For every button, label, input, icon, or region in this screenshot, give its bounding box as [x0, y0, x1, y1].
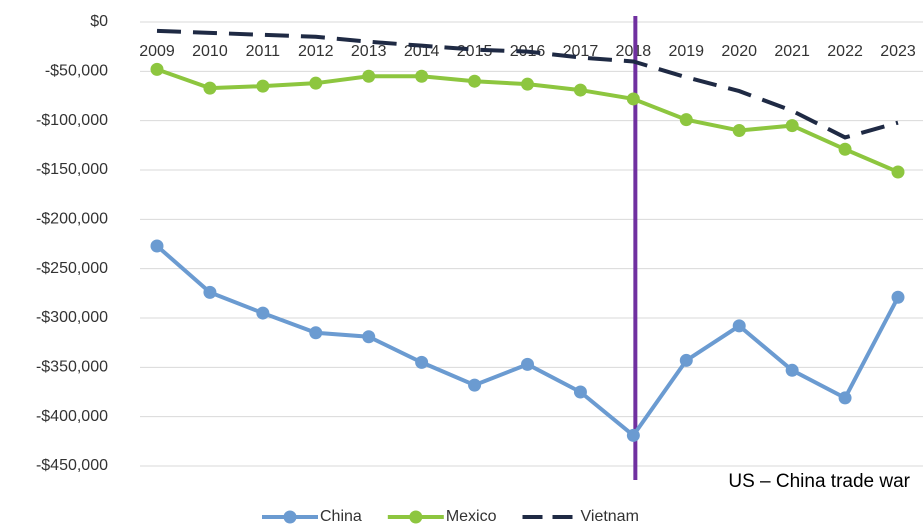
y-tick-label: -$50,000: [45, 63, 108, 80]
data-point: [415, 69, 429, 83]
y-tick-label: -$100,000: [36, 112, 108, 129]
data-point: [203, 285, 217, 299]
x-tick-label: 2009: [139, 43, 175, 60]
data-point: [679, 113, 693, 127]
annotation-text: US – China trade war: [728, 471, 910, 492]
data-point: [785, 119, 799, 133]
legend-label: China: [320, 508, 362, 525]
data-point: [626, 92, 640, 106]
y-tick-label: -$400,000: [36, 408, 108, 425]
legend-label: Mexico: [446, 508, 497, 525]
data-point: [573, 83, 587, 97]
x-tick-label: 2010: [192, 43, 228, 60]
data-point: [256, 306, 270, 320]
data-point: [150, 62, 164, 76]
data-point: [626, 428, 640, 442]
data-point: [309, 326, 323, 340]
data-point: [362, 330, 376, 344]
data-point: [521, 77, 534, 91]
data-point: [785, 363, 799, 377]
y-tick-label: -$200,000: [36, 211, 108, 228]
x-tick-label: 2022: [827, 43, 863, 60]
data-point: [838, 142, 852, 156]
data-point: [256, 79, 270, 93]
y-tick-label: -$450,000: [36, 457, 108, 474]
y-tick-label: -$300,000: [36, 309, 108, 326]
data-point: [362, 69, 376, 83]
x-tick-label: 2013: [351, 43, 387, 60]
x-tick-label: 2023: [880, 43, 916, 60]
x-tick-label: 2020: [721, 43, 757, 60]
data-point: [732, 319, 746, 333]
y-tick-label: -$350,000: [36, 359, 108, 376]
y-tick-label: -$150,000: [36, 161, 108, 178]
series-line: [156, 28, 899, 140]
data-point: [468, 378, 482, 392]
legend-marker: [283, 510, 297, 524]
x-tick-label: 2021: [774, 43, 810, 60]
data-point: [415, 355, 429, 369]
data-point: [679, 353, 693, 367]
y-tick-label: -$250,000: [36, 260, 108, 277]
data-point: [150, 239, 164, 253]
data-point: [309, 76, 323, 90]
data-point: [521, 357, 534, 371]
data-point: [732, 124, 746, 138]
x-tick-label: 2019: [668, 43, 704, 60]
data-point: [838, 391, 852, 405]
data-point: [891, 165, 905, 179]
y-tick-label: $0: [90, 13, 108, 30]
series-line: [155, 244, 900, 439]
data-point: [468, 74, 482, 88]
x-tick-label: 2012: [298, 43, 334, 60]
legend-label: Vietnam: [581, 508, 639, 525]
data-point: [891, 290, 905, 304]
data-point: [203, 81, 217, 95]
x-tick-label: 2011: [246, 43, 281, 60]
data-point: [573, 385, 587, 399]
legend-marker: [409, 510, 423, 524]
